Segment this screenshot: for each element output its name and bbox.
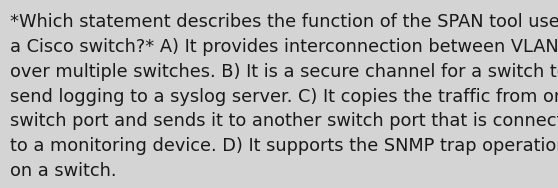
Text: switch port and sends it to another switch port that is connected: switch port and sends it to another swit… (10, 112, 558, 130)
Text: to a monitoring device. D) It supports the SNMP trap operation: to a monitoring device. D) It supports t… (10, 137, 558, 155)
Text: a Cisco switch?* A) It provides interconnection between VLANs: a Cisco switch?* A) It provides intercon… (10, 38, 558, 56)
Text: *Which statement describes the function of the SPAN tool used in: *Which statement describes the function … (10, 13, 558, 31)
Text: on a switch.: on a switch. (10, 162, 117, 180)
Text: over multiple switches. B) It is a secure channel for a switch to: over multiple switches. B) It is a secur… (10, 63, 558, 81)
Text: send logging to a syslog server. C) It copies the traffic from one: send logging to a syslog server. C) It c… (10, 88, 558, 106)
